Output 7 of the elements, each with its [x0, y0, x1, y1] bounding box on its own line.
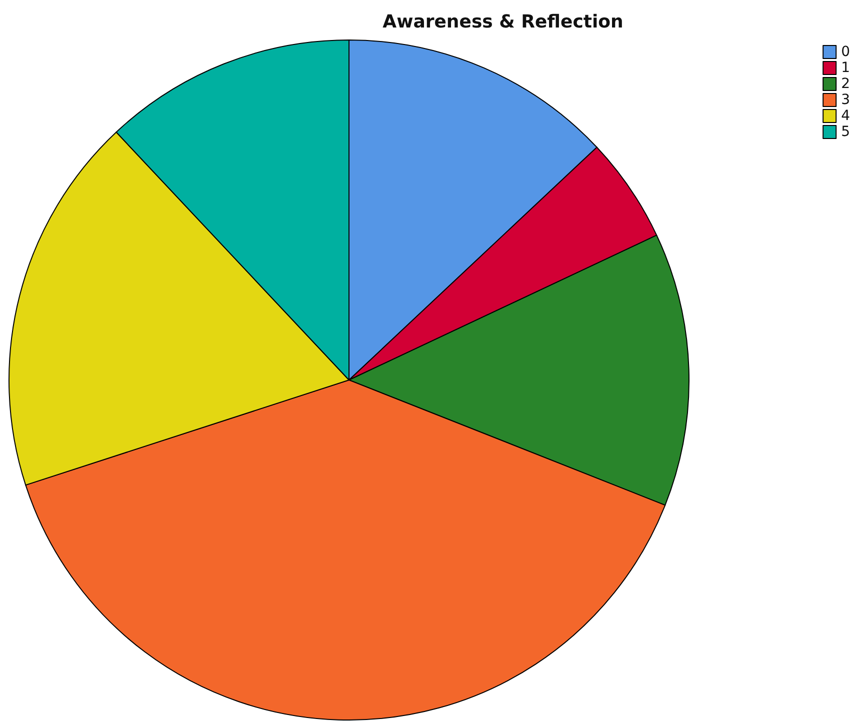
- legend-label: 2: [841, 76, 850, 92]
- legend-label: 4: [841, 108, 850, 124]
- legend-label: 3: [841, 92, 850, 108]
- legend-label: 0: [841, 44, 850, 60]
- legend-label: 5: [841, 124, 850, 140]
- chart-title: Awareness & Reflection: [382, 12, 624, 32]
- legend-label: 1: [841, 60, 850, 76]
